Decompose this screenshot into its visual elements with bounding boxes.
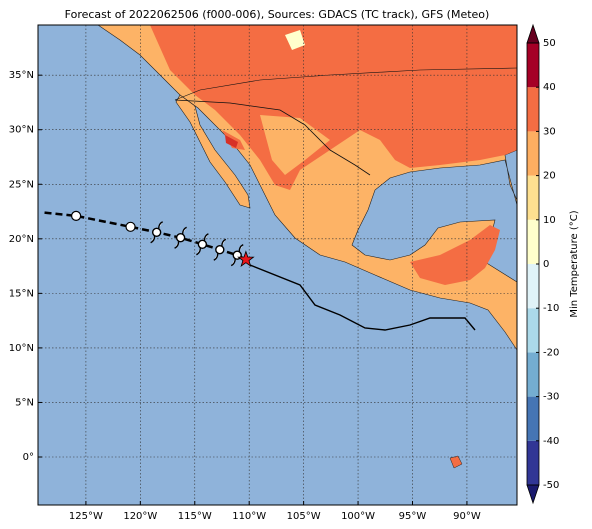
colorbar-label: Min Temperature (°C) — [569, 210, 580, 317]
y-tick-label: 5°N — [15, 397, 34, 408]
colorbar-tick-label: 40 — [543, 82, 556, 93]
x-tick-label: 100°W — [341, 511, 375, 522]
colorbar-bin — [527, 219, 539, 264]
map-frame — [37, 24, 518, 506]
x-tick-label: 95°W — [399, 511, 427, 522]
colorbar-bin — [527, 264, 539, 309]
colorbar-bin — [527, 131, 539, 176]
colorbar-tick-label: 10 — [543, 215, 556, 226]
cool-spot — [285, 30, 305, 50]
colorbar-bin — [527, 352, 539, 397]
y-tick-label: 15°N — [9, 288, 34, 299]
map-title: Forecast of 2022062506 (f000-006), Sourc… — [65, 8, 490, 21]
x-tick-label: 105°W — [287, 511, 321, 522]
colorbar-tick-label: -40 — [543, 436, 559, 447]
storm-symbol — [213, 238, 227, 261]
colorbar-extend-bottom — [526, 484, 540, 505]
track-point — [125, 221, 136, 232]
storm-symbol — [174, 226, 187, 249]
colorbar-bin — [527, 396, 539, 441]
x-tick-label: 110°W — [232, 511, 266, 522]
y-tick-label: 35°N — [9, 70, 34, 81]
storm-symbol — [150, 221, 164, 244]
island — [449, 455, 463, 469]
colorbar-bin — [527, 87, 539, 132]
map-area — [38, 25, 517, 505]
colorbar-bin — [527, 175, 539, 220]
colorbar-tick-label: 0 — [543, 259, 549, 270]
graticule — [38, 25, 517, 505]
y-tick-label: 10°N — [9, 343, 34, 354]
x-tick-label: 90°W — [453, 511, 481, 522]
current-position — [237, 250, 255, 267]
x-tick-label: 125°W — [69, 511, 103, 522]
y-tick-label: 20°N — [9, 234, 34, 245]
border — [174, 99, 371, 176]
storm-track — [44, 210, 255, 267]
border — [174, 67, 517, 101]
outline-line — [249, 264, 476, 331]
colorbar-bin — [527, 440, 539, 485]
colorbar-bin — [527, 43, 539, 88]
colorbar-bin — [527, 308, 539, 353]
colorbar-tick-label: -50 — [543, 480, 559, 491]
y-tick-label: 0° — [23, 452, 34, 463]
warm-region — [150, 25, 517, 190]
colorbar-tick-label: -10 — [543, 303, 559, 314]
colorbar-extend-top — [526, 23, 540, 44]
hot-spot — [225, 135, 238, 148]
colorbar-tick-label: 30 — [543, 126, 556, 137]
warm-region — [410, 225, 500, 285]
y-tick-label: 30°N — [9, 125, 34, 136]
axis-ticks: 125°W 120°W 115°W 110°W 105°W 100°W 95°W 90°W 0°… — [9, 70, 481, 522]
x-tick-label: 120°W — [123, 511, 157, 522]
colorbar-tick-label: 50 — [543, 38, 556, 49]
x-tick-label: 115°W — [178, 511, 212, 522]
y-tick-label: 25°N — [9, 179, 34, 190]
colorbar: -50 -40 -30 -20 -10 0 10 20 30 40 50 Min Temperatur… — [526, 23, 580, 505]
storm-symbol — [230, 244, 244, 267]
track-point — [71, 210, 82, 222]
colorbar-tick-label: 20 — [543, 171, 556, 182]
colorbar-tick-label: -30 — [543, 392, 559, 403]
storm-symbol — [196, 233, 209, 256]
colorbar-tick-label: -20 — [543, 347, 559, 358]
